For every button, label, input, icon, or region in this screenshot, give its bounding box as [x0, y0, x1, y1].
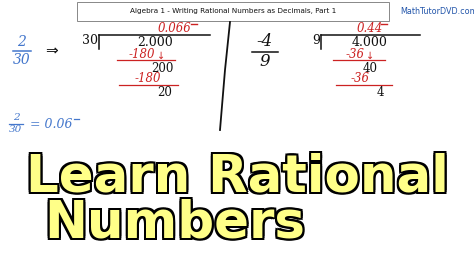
- Text: Learn Rational: Learn Rational: [27, 155, 450, 205]
- Text: Numbers: Numbers: [43, 199, 303, 249]
- Text: Algebra 1 - Writing Rational Numbers as Decimals, Part 1: Algebra 1 - Writing Rational Numbers as …: [130, 8, 336, 14]
- Text: ↓: ↓: [157, 51, 165, 61]
- Text: -180: -180: [135, 73, 161, 85]
- Text: Numbers: Numbers: [46, 201, 308, 251]
- Text: Numbers: Numbers: [46, 199, 308, 249]
- Text: Numbers: Numbers: [43, 197, 303, 247]
- Text: 20: 20: [157, 85, 173, 98]
- Text: 2.000: 2.000: [137, 35, 173, 48]
- Text: 4.000: 4.000: [352, 35, 388, 48]
- Text: Numbers: Numbers: [43, 201, 303, 251]
- Text: -4: -4: [257, 34, 273, 51]
- Text: Learn Rational: Learn Rational: [27, 151, 450, 201]
- Text: ⇒: ⇒: [46, 44, 58, 59]
- Text: 0.44: 0.44: [357, 22, 383, 35]
- Text: Learn Rational: Learn Rational: [27, 153, 450, 203]
- Text: Learn Rational: Learn Rational: [26, 151, 448, 201]
- Text: 9: 9: [312, 34, 320, 47]
- Text: 0.066: 0.066: [158, 22, 192, 35]
- Text: 30: 30: [9, 126, 23, 135]
- Text: MathTutorDVD.com: MathTutorDVD.com: [400, 6, 474, 15]
- Text: Learn Rational: Learn Rational: [24, 153, 447, 203]
- Text: Learn Rational: Learn Rational: [26, 153, 448, 203]
- Text: -36: -36: [346, 48, 365, 60]
- Text: Numbers: Numbers: [45, 197, 305, 247]
- Text: = 0.06: = 0.06: [30, 118, 73, 131]
- Text: 2: 2: [18, 35, 27, 49]
- Text: Numbers: Numbers: [46, 197, 308, 247]
- Text: Learn Rational: Learn Rational: [26, 155, 448, 205]
- Text: ↓: ↓: [366, 51, 374, 61]
- FancyBboxPatch shape: [77, 2, 389, 21]
- Text: Learn Rational: Learn Rational: [24, 151, 447, 201]
- Text: -36: -36: [350, 73, 370, 85]
- Text: 2: 2: [13, 114, 19, 123]
- Text: 9: 9: [260, 53, 270, 70]
- Text: 4: 4: [376, 86, 384, 99]
- Text: Numbers: Numbers: [45, 199, 305, 249]
- Text: Numbers: Numbers: [45, 201, 305, 251]
- Text: 40: 40: [363, 63, 377, 76]
- Text: 30: 30: [82, 34, 98, 47]
- Text: 30: 30: [13, 53, 31, 67]
- Text: 200: 200: [151, 61, 173, 74]
- Text: Learn Rational: Learn Rational: [24, 155, 447, 205]
- Text: -180: -180: [129, 48, 155, 60]
